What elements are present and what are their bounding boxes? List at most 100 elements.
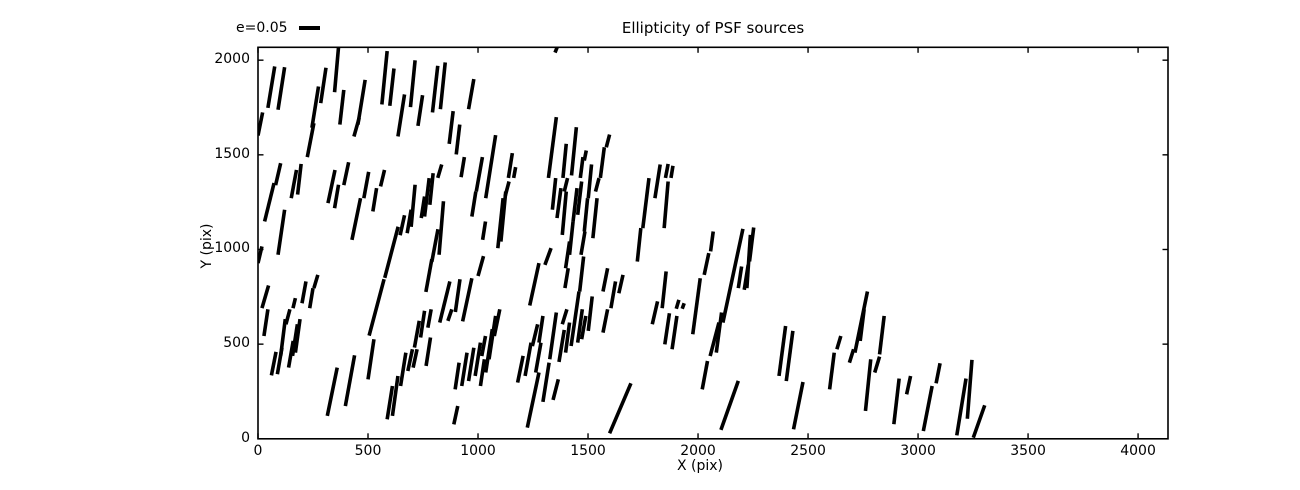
ellipticity-segment [550,177,558,210]
ellipticity-segment [476,255,486,277]
ellipticity-segment [736,266,744,289]
ellipticity-segment [496,197,505,249]
ellipticity-segment [437,281,452,323]
x-tick-label: 4000 [1120,443,1156,459]
ellipticity-segment [560,191,569,236]
ellipticity-segment [460,277,474,322]
ellipticity-segment [660,271,668,309]
x-tick-label: 2000 [680,443,716,459]
ellipticity-segment [617,274,625,294]
ellipticity-segment [702,252,711,276]
ellipticity-segment [398,352,408,387]
ellipticity-segment [955,378,968,436]
ellipticity-segment [291,297,298,309]
ellipticity-segment [366,338,376,380]
ellipticity-segment [419,196,427,219]
ellipticity-segment [310,86,321,129]
ellipticity-segment [466,347,476,382]
ellipticity-segment [662,181,670,229]
ellipticity-segment [453,362,461,390]
ellipticity-segment [295,163,303,195]
ellipticity-segment [537,315,545,343]
ellipticity-segment [563,322,572,353]
ellipticity-segment [569,291,581,347]
x-tick-label: 3500 [1010,443,1046,459]
ellipticity-segment [965,359,974,419]
ellipticity-segment [326,169,337,204]
ellipticity-segment [708,231,716,252]
ellipticity-segment [511,166,518,179]
ellipticity-segment [604,134,612,148]
ellipticity-segment [278,318,288,357]
ellipticity-segment [474,156,485,192]
ellipticity-segment [641,177,651,229]
ellipticity-segment [719,380,740,431]
ellipticity-segment [276,66,287,111]
ellipticity-segment [426,308,433,328]
ellipticity-segment [422,177,431,217]
ellipticity-segment [506,152,515,179]
ellipticity-segment [563,241,572,269]
ellipticity-segment [827,352,837,390]
ellipticity-segment [318,67,328,104]
ellipticity-segment [858,309,866,342]
ellipticity-segment [452,405,460,425]
ellipticity-segment [533,342,543,373]
ellipticity-segment [653,164,662,199]
ellipticity-segment [430,65,440,113]
ellipticity-segment [557,329,567,363]
ellipticity-segment [708,322,721,357]
x-tick-label: 500 [354,443,382,459]
ellipticity-segment [453,278,462,313]
ellipticity-segment [525,372,541,429]
ellipticity-segment [454,124,462,155]
ellipticity-segment [560,308,569,325]
ellipticity-segment [385,385,395,420]
ellipticity-segment [784,330,795,382]
ellipticity-segment [284,308,292,325]
ellipticity-segment [406,348,415,372]
ellipticity-segment [791,381,805,430]
legend-key-line-icon [298,26,320,30]
ellipticity-segment [408,60,417,108]
ellipticity-segment [499,191,508,242]
ellipticity-segment [591,197,599,239]
ellipticity-segment [483,134,498,199]
ellipticity-segment [378,169,387,187]
ellipticity-segment [367,278,386,337]
ellipticity-segment [921,385,934,432]
ellipticity-segment [466,78,476,110]
ellipticity-segment [877,315,886,355]
ellipticity-segment [863,359,873,412]
y-tick-label: 500 [223,335,250,352]
ellipticity-segment [388,68,396,106]
ellipticity-segment [473,342,483,377]
ellipticity-segment [273,162,283,186]
ellipticity-segment [561,143,569,179]
y-tick-label: 1500 [214,145,250,162]
x-tick-label: 1000 [460,443,496,459]
ellipticity-segment [325,367,339,417]
ellipticity-segment [332,184,341,209]
ellipticity-segment [690,278,703,335]
ellipticity-segment [543,247,553,266]
x-tick-label: 2500 [790,443,826,459]
y-tick-label: 1000 [214,240,250,257]
ellipticity-segment [674,299,681,310]
ellipticity-segment [289,169,299,199]
ellipticity-segment [260,284,271,309]
ellipticity-segment [382,226,400,279]
ellipticity-segment [607,382,633,435]
ellipticity-segment [290,323,300,357]
tick-marks [257,47,1168,440]
ellipticity-segment [503,181,511,197]
ellipticity-segment [721,228,745,323]
ellipticity-segment [412,320,422,348]
ellipticity-segment [416,94,425,127]
ellipticity-segment [262,182,276,222]
y-tick-label: 0 [241,429,250,446]
ellipticity-segment [266,66,277,109]
ellipticity-segment [479,335,488,357]
ellipticity-segment [747,227,756,262]
